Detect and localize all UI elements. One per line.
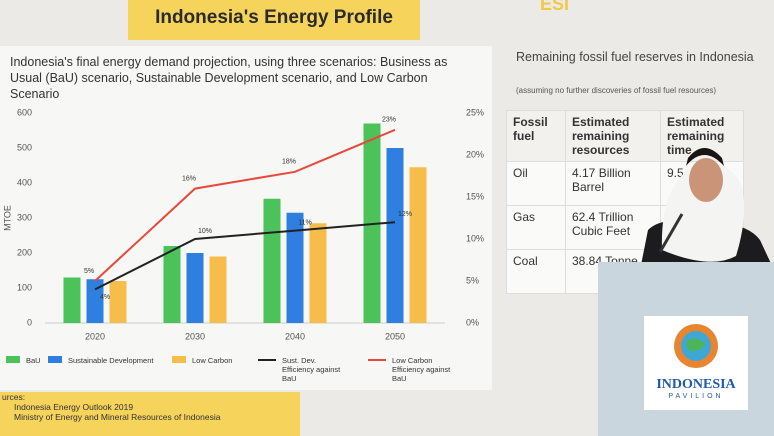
- legend-label: BaU: [26, 356, 41, 365]
- sources-label: urces:: [2, 392, 26, 402]
- logo-line2: PAVILION: [668, 393, 724, 400]
- y-tick-label: 600: [17, 107, 32, 117]
- logo: INDONESIA PAVILION: [644, 316, 748, 410]
- data-label: 23%: [382, 117, 396, 124]
- bar: [86, 279, 104, 323]
- td: 62.4 Trillion Cubic Feet: [565, 205, 661, 250]
- table-note: (assuming no further discoveries of foss…: [516, 86, 717, 95]
- legend-label: Low Carbon: [192, 356, 233, 365]
- speaker: [640, 148, 774, 270]
- x-tick-label: 2040: [285, 331, 305, 341]
- legend-label: Sust. Dev. Efficiency against BaU: [282, 356, 341, 383]
- bar: [309, 223, 327, 323]
- data-label: 10%: [198, 228, 212, 235]
- y-tick-label: 100: [17, 282, 32, 292]
- sources: urces: Indonesia Energy Outlook 2019 Min…: [0, 392, 300, 436]
- chart: MTOE 0 100 200 300 400 500 600 0% 5% 10% 15% 20% 25% 2…: [2, 107, 484, 341]
- x-tick-label: 2030: [185, 331, 205, 341]
- legend-swatch: [6, 356, 20, 363]
- line: [94, 221, 396, 291]
- bar: [209, 256, 227, 323]
- header-corner: ESI: [540, 0, 570, 14]
- legend-item: Sust. Dev. Efficiency against BaU: [258, 356, 346, 383]
- y2-tick-label: 25%: [466, 107, 484, 117]
- x-tick-label: 2050: [385, 331, 405, 341]
- y2-tick-label: 15%: [466, 191, 484, 201]
- y-axis-label: MTOE: [2, 205, 12, 231]
- legend-swatch: [258, 359, 276, 361]
- data-label: 16%: [182, 175, 196, 182]
- chart-subtitle: Indonesia's final energy demand projecti…: [10, 55, 448, 101]
- y2-tick-label: 20%: [466, 149, 484, 159]
- legend-item: Low Carbon: [172, 356, 302, 365]
- logo-globe: [674, 324, 718, 368]
- legend-label: Low Carbon Efficiency against BaU: [392, 356, 451, 383]
- y2-tick-label: 10%: [466, 233, 484, 243]
- y-tick-label: 200: [17, 247, 32, 257]
- data-label: 5%: [84, 268, 94, 275]
- th: Fossil fuel: [506, 110, 566, 162]
- legend-item: Low Carbon Efficiency against BaU: [368, 356, 456, 383]
- y2-tick-label: 5%: [466, 275, 479, 285]
- y-tick-label: 0: [27, 317, 32, 327]
- bar: [386, 148, 404, 323]
- legend-swatch: [368, 359, 386, 361]
- td: Gas: [506, 205, 566, 250]
- data-label: 11%: [298, 219, 312, 226]
- data-label: 18%: [282, 159, 296, 166]
- bar: [186, 253, 204, 323]
- td: 4.17 Billion Barrel: [565, 161, 661, 206]
- y2-tick-label: 0%: [466, 317, 479, 327]
- legend-item: Sustainable Development: [48, 356, 178, 365]
- line: [94, 128, 396, 282]
- data-label: 4%: [100, 294, 110, 301]
- td: Oil: [506, 161, 566, 206]
- td: Coal: [506, 249, 566, 294]
- y-tick-label: 300: [17, 212, 32, 222]
- legend-swatch: [172, 356, 186, 363]
- legend-label: Sustainable Development: [68, 356, 154, 365]
- source: Indonesia Energy Outlook 2019: [14, 402, 134, 412]
- source: Ministry of Energy and Mineral Resources…: [14, 412, 221, 422]
- bar: [409, 167, 427, 323]
- bar: [63, 277, 81, 323]
- bar: [263, 198, 281, 323]
- x-tick-label: 2020: [85, 331, 105, 341]
- table-title: Remaining fossil fuel reserves in Indone…: [516, 50, 754, 64]
- header-title: Indonesia's Energy Profile: [128, 0, 420, 40]
- data-label: 12%: [398, 211, 412, 218]
- legend-item: BaU: [6, 356, 136, 365]
- legend-swatch: [48, 356, 62, 363]
- y-tick-label: 500: [17, 142, 32, 152]
- y-tick-label: 400: [17, 177, 32, 187]
- bar: [286, 212, 304, 323]
- bar: [163, 246, 181, 323]
- logo-line1: INDONESIA: [656, 377, 736, 392]
- bar: [109, 281, 127, 323]
